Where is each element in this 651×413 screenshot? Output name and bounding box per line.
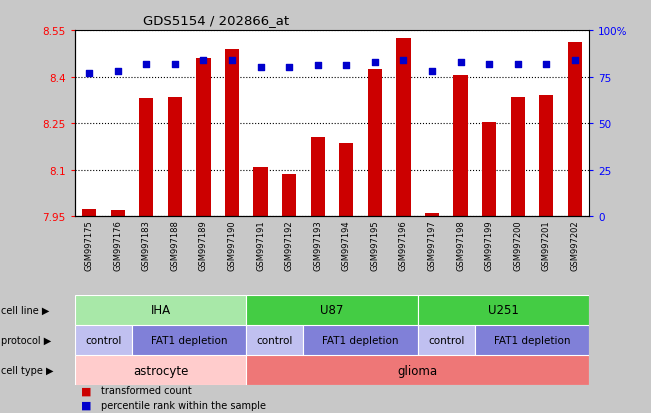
- Bar: [168, 97, 182, 217]
- Bar: [418, 295, 589, 325]
- Bar: [418, 325, 475, 355]
- Bar: [139, 99, 154, 217]
- Text: percentile rank within the sample: percentile rank within the sample: [101, 400, 266, 410]
- Bar: [75, 325, 132, 355]
- Bar: [225, 50, 239, 217]
- Text: FAT1 depletion: FAT1 depletion: [322, 335, 399, 345]
- Bar: [339, 144, 353, 217]
- Point: [370, 59, 380, 66]
- Point: [312, 63, 323, 70]
- Bar: [246, 355, 589, 385]
- Bar: [510, 97, 525, 217]
- Text: cell type ▶: cell type ▶: [1, 365, 54, 375]
- Point: [456, 59, 466, 66]
- Text: astrocyte: astrocyte: [133, 364, 188, 377]
- Point: [113, 69, 123, 75]
- Text: transformed count: transformed count: [101, 385, 191, 395]
- Bar: [311, 138, 325, 217]
- Text: control: control: [85, 335, 122, 345]
- Point: [84, 71, 94, 77]
- Text: control: control: [428, 335, 464, 345]
- Text: U251: U251: [488, 304, 519, 316]
- Point: [284, 65, 294, 71]
- Bar: [454, 76, 467, 217]
- Text: FAT1 depletion: FAT1 depletion: [493, 335, 570, 345]
- Bar: [111, 210, 125, 217]
- Bar: [75, 295, 246, 325]
- Bar: [282, 175, 296, 217]
- Point: [227, 57, 237, 64]
- Bar: [197, 59, 210, 217]
- Text: ■: ■: [81, 400, 92, 410]
- Point: [512, 61, 523, 68]
- Point: [427, 69, 437, 75]
- Point: [255, 65, 266, 71]
- Text: ■: ■: [81, 385, 92, 395]
- Bar: [475, 325, 589, 355]
- Point: [198, 57, 208, 64]
- Text: control: control: [256, 335, 293, 345]
- Bar: [303, 325, 418, 355]
- Text: protocol ▶: protocol ▶: [1, 335, 51, 345]
- Text: GDS5154 / 202866_at: GDS5154 / 202866_at: [143, 14, 289, 27]
- Point: [141, 61, 152, 68]
- Point: [170, 61, 180, 68]
- Bar: [539, 96, 553, 217]
- Point: [398, 57, 409, 64]
- Bar: [75, 355, 246, 385]
- Bar: [253, 168, 268, 217]
- Bar: [368, 70, 382, 217]
- Bar: [396, 39, 411, 217]
- Bar: [82, 209, 96, 217]
- Text: cell line ▶: cell line ▶: [1, 305, 49, 315]
- Bar: [568, 43, 582, 217]
- Point: [341, 63, 352, 70]
- Bar: [132, 325, 246, 355]
- Bar: [425, 214, 439, 217]
- Point: [570, 57, 580, 64]
- Text: U87: U87: [320, 304, 344, 316]
- Bar: [246, 325, 303, 355]
- Text: FAT1 depletion: FAT1 depletion: [151, 335, 227, 345]
- Point: [484, 61, 494, 68]
- Bar: [482, 122, 496, 217]
- Bar: [246, 295, 418, 325]
- Text: IHA: IHA: [150, 304, 171, 316]
- Point: [541, 61, 551, 68]
- Text: glioma: glioma: [398, 364, 437, 377]
